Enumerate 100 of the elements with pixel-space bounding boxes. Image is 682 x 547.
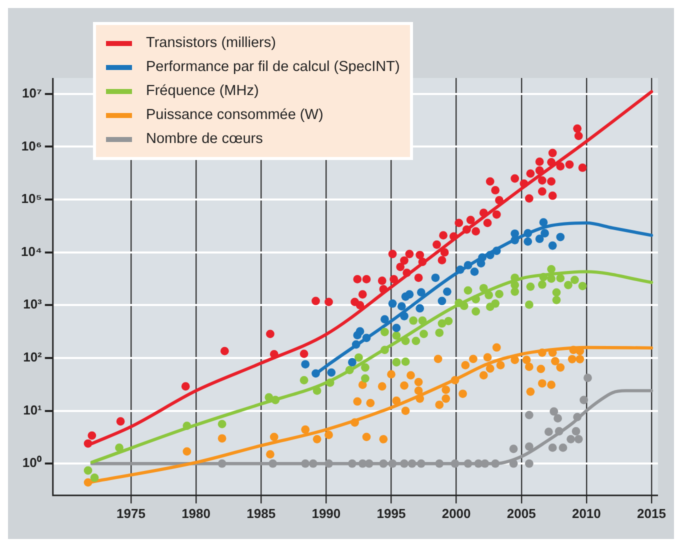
y-tick-label: 10⁶ [21,138,42,154]
point [442,287,452,296]
x-tick-label: 1995 [376,506,406,521]
point [495,196,504,204]
point [115,444,124,452]
point [472,307,480,316]
point [266,330,274,338]
point [539,218,548,227]
point [578,164,587,172]
point [361,363,370,372]
point [483,218,492,228]
point [350,418,359,427]
point [182,447,192,456]
point [432,240,441,249]
point [312,434,322,444]
point [580,396,588,404]
point [181,382,190,391]
point [547,158,556,166]
point [324,430,333,440]
point [358,380,367,390]
point [538,176,546,185]
legend-label: Performance par fil de calcul (SpecINT) [146,59,400,75]
point [416,459,426,468]
point [538,187,546,196]
point [308,459,318,468]
point [550,407,558,416]
point [84,478,92,487]
point [390,275,398,284]
point [402,268,412,277]
point [572,427,580,436]
point [420,330,428,338]
point [379,434,388,444]
point [416,288,426,297]
y-tick-label: 10⁰ [22,455,42,470]
point [418,316,427,325]
point [538,379,546,388]
point [88,431,96,440]
point [379,285,388,294]
point [464,286,472,295]
point [556,363,565,372]
point [470,268,479,276]
point [405,250,414,258]
point [539,272,548,282]
x-tick-label: 1990 [312,506,341,521]
point [401,336,410,346]
point [358,290,367,299]
point [547,274,556,283]
point [442,386,450,394]
point [538,280,546,289]
point [397,302,406,311]
point [450,376,460,384]
point [378,382,386,391]
point [556,274,565,282]
point [573,124,582,133]
point [480,459,490,468]
legend-label: Puissance consommée (W) [146,107,324,123]
point [364,459,374,468]
point [495,290,504,298]
point [326,378,334,387]
point [312,369,320,378]
point [547,264,556,274]
point [520,179,528,188]
point [510,174,520,183]
x-tick-label: 2010 [572,506,601,521]
point [479,371,488,380]
point [182,422,192,430]
point [568,354,576,364]
point [558,444,568,452]
point [578,282,587,290]
point [472,227,480,236]
point [484,290,494,300]
point [387,370,396,379]
point [449,232,458,241]
point [552,296,561,304]
point [266,450,274,458]
point [458,390,468,398]
point [464,459,472,468]
point [479,208,488,218]
point [461,360,470,370]
point [348,358,356,366]
point [380,328,389,336]
point [400,312,408,320]
y-tick-label: 10³ [23,296,43,312]
point [361,374,370,383]
point [401,358,410,366]
point [574,132,583,140]
point [348,459,356,468]
point [538,348,546,357]
x-tick-label: 2005 [506,506,536,521]
point [486,364,494,373]
point [434,354,442,364]
point [526,387,535,396]
point [84,439,92,448]
point [416,304,424,313]
point [442,394,450,403]
point [356,300,364,310]
point [464,261,472,270]
point [478,253,487,262]
point [412,336,420,346]
point [576,354,584,364]
